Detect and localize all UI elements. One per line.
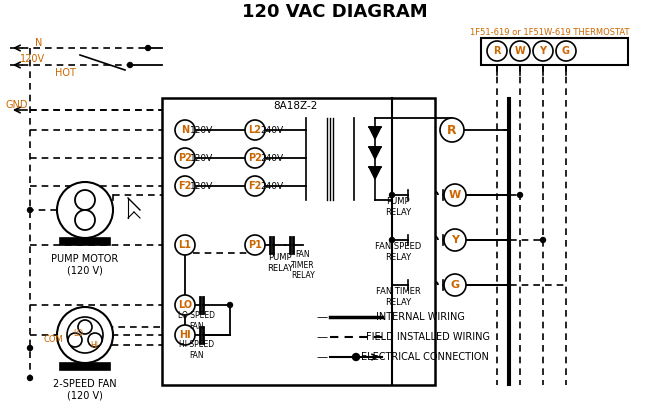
Circle shape bbox=[78, 320, 92, 334]
Text: P2: P2 bbox=[248, 153, 262, 163]
Text: N: N bbox=[181, 125, 189, 135]
Circle shape bbox=[75, 190, 95, 210]
Text: R: R bbox=[447, 124, 457, 137]
Bar bbox=[60, 363, 110, 370]
Circle shape bbox=[57, 307, 113, 363]
Text: LO: LO bbox=[73, 328, 83, 337]
Text: PUMP
RELAY: PUMP RELAY bbox=[267, 253, 293, 273]
Circle shape bbox=[88, 333, 102, 347]
Circle shape bbox=[145, 46, 151, 51]
Text: LO: LO bbox=[178, 300, 192, 310]
Text: GND: GND bbox=[5, 100, 27, 110]
Circle shape bbox=[245, 120, 265, 140]
Text: N: N bbox=[35, 38, 42, 48]
Circle shape bbox=[68, 333, 82, 347]
Circle shape bbox=[510, 41, 530, 61]
Circle shape bbox=[67, 317, 103, 353]
Text: —: — bbox=[316, 312, 328, 322]
Circle shape bbox=[175, 176, 195, 196]
Circle shape bbox=[440, 118, 464, 142]
Text: 8A18Z-2: 8A18Z-2 bbox=[273, 101, 317, 111]
Text: —: — bbox=[316, 332, 328, 342]
Circle shape bbox=[533, 41, 553, 61]
Circle shape bbox=[444, 274, 466, 296]
Text: G: G bbox=[450, 280, 460, 290]
Text: 120 VAC DIAGRAM: 120 VAC DIAGRAM bbox=[242, 3, 428, 21]
Text: FAN TIMER
RELAY: FAN TIMER RELAY bbox=[376, 287, 420, 307]
Circle shape bbox=[389, 238, 395, 243]
Circle shape bbox=[175, 295, 195, 315]
Circle shape bbox=[487, 41, 507, 61]
Circle shape bbox=[389, 192, 395, 197]
Circle shape bbox=[245, 176, 265, 196]
Polygon shape bbox=[369, 127, 381, 139]
Text: PUMP MOTOR
(120 V): PUMP MOTOR (120 V) bbox=[52, 254, 119, 276]
Circle shape bbox=[556, 41, 576, 61]
Text: 240V: 240V bbox=[261, 153, 283, 163]
Bar bbox=[508, 98, 510, 385]
Text: —: — bbox=[316, 352, 328, 362]
Text: 120V: 120V bbox=[190, 126, 214, 134]
Circle shape bbox=[352, 354, 360, 360]
Text: 240V: 240V bbox=[261, 181, 283, 191]
Text: Y: Y bbox=[451, 235, 459, 245]
Text: 1F51-619 or 1F51W-619 THERMOSTAT: 1F51-619 or 1F51W-619 THERMOSTAT bbox=[470, 28, 630, 36]
Circle shape bbox=[541, 238, 545, 243]
Text: HI: HI bbox=[179, 330, 191, 340]
Circle shape bbox=[27, 375, 33, 380]
Text: L2: L2 bbox=[249, 125, 261, 135]
Text: ELECTRICAL CONNECTION: ELECTRICAL CONNECTION bbox=[361, 352, 489, 362]
Bar bbox=[162, 98, 435, 385]
Circle shape bbox=[444, 229, 466, 251]
Text: L1: L1 bbox=[178, 240, 192, 250]
Bar bbox=[60, 238, 110, 245]
Circle shape bbox=[27, 346, 33, 351]
Text: PUMP
RELAY: PUMP RELAY bbox=[385, 197, 411, 217]
Text: HI SPEED
FAN: HI SPEED FAN bbox=[180, 340, 214, 360]
Circle shape bbox=[228, 303, 232, 308]
Text: FIELD INSTALLED WIRING: FIELD INSTALLED WIRING bbox=[366, 332, 490, 342]
Text: W: W bbox=[515, 46, 525, 56]
Text: 120V: 120V bbox=[190, 181, 214, 191]
Text: F2: F2 bbox=[249, 181, 262, 191]
Polygon shape bbox=[369, 147, 381, 159]
Circle shape bbox=[127, 62, 133, 67]
Text: INTERNAL WIRING: INTERNAL WIRING bbox=[376, 312, 464, 322]
Text: 2-SPEED FAN
(120 V): 2-SPEED FAN (120 V) bbox=[53, 379, 117, 401]
Circle shape bbox=[57, 182, 113, 238]
Circle shape bbox=[175, 235, 195, 255]
Text: HI: HI bbox=[90, 341, 98, 349]
Text: 120V: 120V bbox=[20, 54, 45, 64]
Circle shape bbox=[245, 235, 265, 255]
Circle shape bbox=[245, 148, 265, 168]
Text: 120V: 120V bbox=[190, 153, 214, 163]
Circle shape bbox=[75, 210, 95, 230]
Polygon shape bbox=[369, 167, 381, 179]
Text: F2: F2 bbox=[178, 181, 192, 191]
Circle shape bbox=[444, 184, 466, 206]
Text: FAN SPEED
RELAY: FAN SPEED RELAY bbox=[375, 242, 421, 262]
Text: Y: Y bbox=[539, 46, 547, 56]
Circle shape bbox=[27, 207, 33, 212]
Text: LO SPEED
FAN: LO SPEED FAN bbox=[178, 311, 216, 331]
Text: P2: P2 bbox=[178, 153, 192, 163]
Circle shape bbox=[175, 148, 195, 168]
Circle shape bbox=[175, 120, 195, 140]
Text: W: W bbox=[449, 190, 461, 200]
Text: R: R bbox=[493, 46, 500, 56]
Circle shape bbox=[517, 192, 523, 197]
Text: COM: COM bbox=[43, 336, 63, 344]
Text: 240V: 240V bbox=[261, 126, 283, 134]
Text: P1: P1 bbox=[248, 240, 262, 250]
Text: HOT: HOT bbox=[55, 68, 76, 78]
Text: G: G bbox=[562, 46, 570, 56]
Circle shape bbox=[175, 325, 195, 345]
Text: FAN
TIMER
RELAY: FAN TIMER RELAY bbox=[291, 250, 315, 280]
Bar bbox=[481, 38, 628, 65]
